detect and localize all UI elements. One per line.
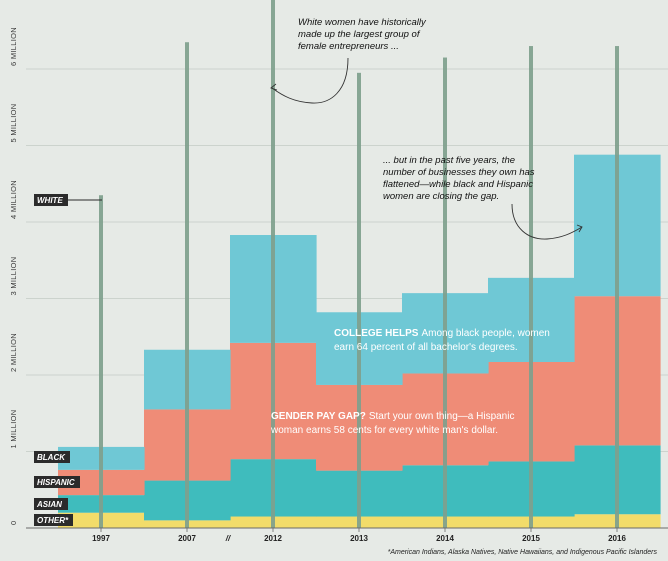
x-tick-label: 2012	[264, 534, 282, 543]
annotation-mid-line-2: number of businesses they own has	[383, 167, 535, 178]
y-tick-label: 4 MILLION	[9, 180, 18, 219]
x-tick-label: 2007	[178, 534, 196, 543]
white-total-bar	[529, 46, 533, 529]
callout-college-body-1: Among black people, women	[421, 328, 549, 339]
series-label-white: WHITE	[37, 196, 63, 205]
white-total-bar	[185, 42, 189, 528]
callout-paygap-body-1: Start your own thing—a Hispanic	[369, 411, 515, 422]
annotation-mid-arrowhead	[576, 224, 583, 233]
series-label-hispanic: HISPANIC	[37, 478, 75, 487]
annotation-mid-arrow	[511, 203, 583, 240]
annotation-top-line-2: made up the largest group of	[298, 29, 421, 40]
x-tick-label: 2014	[436, 534, 454, 543]
white-total-bar	[443, 57, 447, 529]
callout-paygap-line-2: woman earns 58 cents for every white man…	[270, 425, 498, 436]
callout-college-line-2: earn 64 percent of all bachelor's degree…	[334, 342, 518, 353]
y-tick-label: 1 MILLION	[9, 410, 18, 449]
x-tick-label: 2015	[522, 534, 540, 543]
series-label-other: OTHER*	[37, 516, 69, 525]
y-tick-label: 5 MILLION	[9, 104, 18, 143]
annotation-top-line-3: female entrepreneurs ...	[298, 41, 399, 52]
white-total-bar	[357, 72, 361, 528]
series-label-black: BLACK	[37, 453, 66, 462]
axis-break: //	[225, 534, 231, 543]
callout-paygap-title: GENDER PAY GAP?	[271, 411, 366, 422]
callout-paygap-line-1: GENDER PAY GAP? Start your own thing—a Hi…	[271, 411, 514, 422]
annotation-mid-line-3: flattened—while black and Hispanic	[383, 179, 533, 190]
white-total-bar	[99, 195, 103, 528]
white-total-bar	[271, 0, 275, 528]
callout-college: COLLEGE HELPS Among black people, women e…	[334, 328, 550, 353]
callout-college-title: COLLEGE HELPS	[334, 328, 419, 339]
x-tick-label: 2016	[608, 534, 626, 543]
callout-college-line-1: COLLEGE HELPS Among black people, women	[334, 328, 550, 339]
annotation-mid: ... but in the past five years, the numb…	[383, 155, 583, 240]
annotation-mid-line-4: women are closing the gap.	[383, 191, 499, 202]
x-tick-label: 2013	[350, 534, 368, 543]
annotation-top-arrowhead	[270, 83, 278, 91]
annotation-top: White women have historically made up th…	[270, 17, 427, 104]
annotation-mid-line-1: ... but in the past five years, the	[383, 155, 515, 166]
white-total-bar	[615, 46, 619, 529]
y-axis-ticks: 0 1 MILLION 2 MILLION 3 MILLION 4 MILLION 5 M…	[9, 27, 18, 525]
x-axis-ticks: 1997 2007 2012 2013 2014 2015 2016	[92, 528, 626, 543]
footnote: *American Indians, Alaska Natives, Nativ…	[388, 549, 658, 556]
callout-paygap: GENDER PAY GAP? Start your own thing—a Hi…	[270, 411, 514, 436]
series-labels: BLACK HISPANIC ASIAN OTHER* WHITE	[34, 194, 102, 526]
annotation-top-arrow	[271, 57, 349, 104]
white-total-bars	[99, 0, 619, 529]
annotation-top-line-1: White women have historically	[298, 17, 427, 28]
y-tick-label: 6 MILLION	[9, 27, 18, 66]
y-tick-label: 0	[9, 521, 18, 525]
series-label-asian: ASIAN	[36, 500, 62, 509]
y-tick-label: 2 MILLION	[9, 333, 18, 372]
y-tick-label: 3 MILLION	[9, 257, 18, 296]
x-tick-label: 1997	[92, 534, 110, 543]
